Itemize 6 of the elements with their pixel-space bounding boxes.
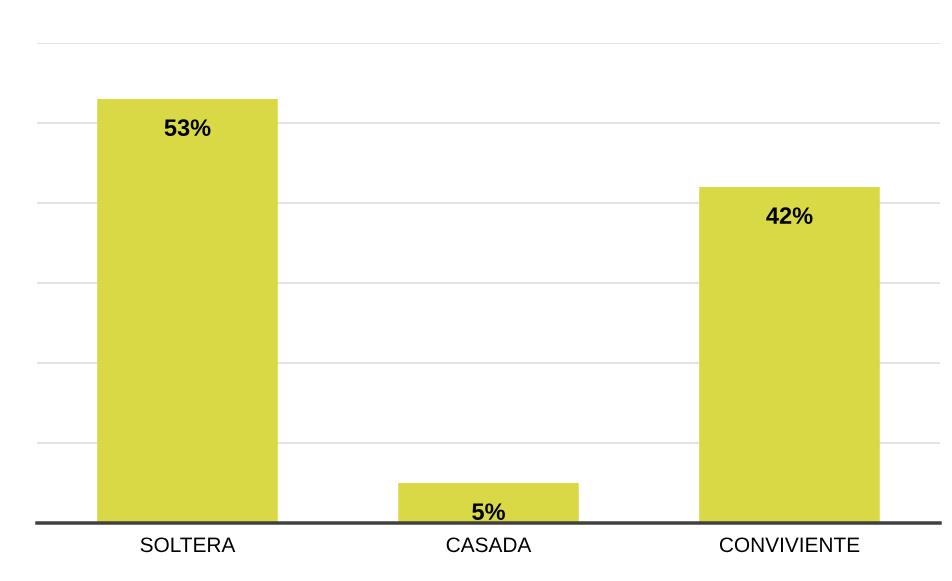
x-tick-label: CASADA bbox=[446, 537, 532, 552]
x-tick-label: CONVIVIENTE bbox=[720, 537, 860, 552]
data-label: 42% bbox=[766, 207, 813, 224]
x-tick-label: SOLTERA bbox=[140, 537, 236, 552]
data-label: 5% bbox=[472, 503, 505, 520]
data-label: 53% bbox=[164, 119, 211, 136]
